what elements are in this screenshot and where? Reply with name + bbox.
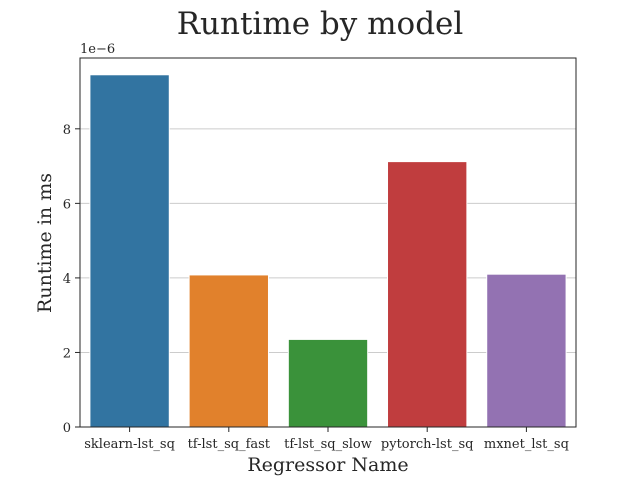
x-axis-ticks: sklearn-lst_sq tf-lst_sq_fast tf-lst_sq_sl… [84,427,569,452]
plot-frame [79,57,577,428]
y-tick-label-3: 6 [63,197,71,212]
bar-tf-lst_sq_fast [188,274,269,428]
bar-tf-lst_sq_slow [287,338,369,428]
bars [89,74,567,428]
y-axis-ticks: 0 2 4 6 8 [63,123,80,436]
x-tick-label-4: mxnet_lst_sq [484,437,569,452]
y-tick-label-0: 0 [63,421,71,436]
y-tick-label-2: 4 [63,272,71,287]
y-tick-label-4: 8 [63,123,71,138]
x-tick-label-0: sklearn-lst_sq [84,437,175,452]
bar-mxnet_lst_sq [486,273,567,428]
chart-title: Runtime by model [177,6,464,42]
x-tick-label-1: tf-lst_sq_fast [188,437,271,452]
x-tick-label-2: tf-lst_sq_slow [284,437,372,452]
bar-sklearn-lst_sq [89,74,170,428]
bar-pytorch-lst_sq [387,161,468,428]
y-axis-offset-label: 1e−6 [80,42,115,57]
x-tick-label-3: pytorch-lst_sq [381,437,474,452]
y-axis-label: Runtime in ms [34,173,56,313]
y-tick-label-1: 2 [63,346,71,361]
x-axis-label: Regressor Name [247,454,408,476]
